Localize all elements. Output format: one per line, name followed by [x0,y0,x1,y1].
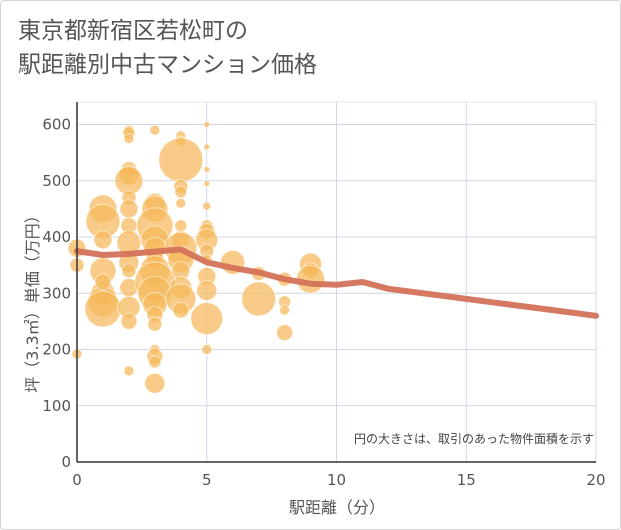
x-tick-label-0: 0 [72,471,82,489]
bubble-point-18 [119,199,139,219]
tick-labels: 0 100 200 300 400 500 600 0 5 10 15 20 [42,116,605,490]
x-tick-label-3: 15 [457,471,476,489]
bubble-point-10 [94,273,112,291]
trend-line-group [74,246,599,319]
chart-annotation: 円の大きさは、取引のあった物件面積を示す [354,431,594,446]
bubble-point-59 [203,143,211,151]
x-axis-label: 駅距離（分） [289,498,385,517]
y-axis-label: 坪（3.3㎡）単価（万円） [23,207,42,392]
y-tick-label-1: 100 [42,397,71,415]
bubble-point-62 [202,201,212,211]
y-tick-label-2: 200 [42,341,71,359]
bubble-series [67,121,326,394]
bubble-point-57 [172,301,190,319]
bubble-point-27 [149,124,161,136]
bubble-point-13 [123,133,135,145]
y-tick-label-0: 0 [61,453,71,471]
bubble-point-69 [196,279,218,301]
bubble-point-70 [190,302,224,336]
bubble-point-42 [148,355,162,369]
trend-line [74,246,599,319]
bubble-point-71 [201,344,213,355]
chart-title-line-1: 東京都新宿区若松町の [18,18,248,44]
bubble-point-9 [84,290,122,328]
bubble-point-48 [174,185,188,199]
axes [76,102,596,463]
y-tick-label-3: 300 [42,284,71,302]
y-tick-label-4: 400 [42,228,71,246]
bubble-point-43 [144,372,166,394]
bubble-point-22 [121,263,137,279]
bubble-point-5 [93,230,113,250]
bubble-point-60 [203,166,211,173]
chart-title-line-2: 駅距離別中古マンション価格 [18,52,317,78]
y-tick-label-6: 600 [42,116,71,134]
x-tick-label-2: 10 [327,471,346,489]
bubble-point-78 [276,324,294,342]
x-tick-label-4: 20 [586,471,605,489]
bubble-point-50 [174,219,188,233]
bubble-point-61 [203,180,211,188]
bubble-point-74 [241,281,277,317]
bubble-point-39 [147,316,163,332]
chart-title: 東京都新宿区若松町の 駅距離別中古マンション価格 [18,14,317,82]
bubble-point-49 [175,197,187,209]
y-tick-label-5: 500 [42,172,71,190]
x-tick-label-1: 5 [202,471,212,489]
bubble-point-58 [203,121,211,128]
bubble-point-25 [120,312,138,330]
bubble-point-77 [279,304,291,316]
bubble-point-26 [123,365,135,377]
bubble-point-46 [158,137,204,183]
